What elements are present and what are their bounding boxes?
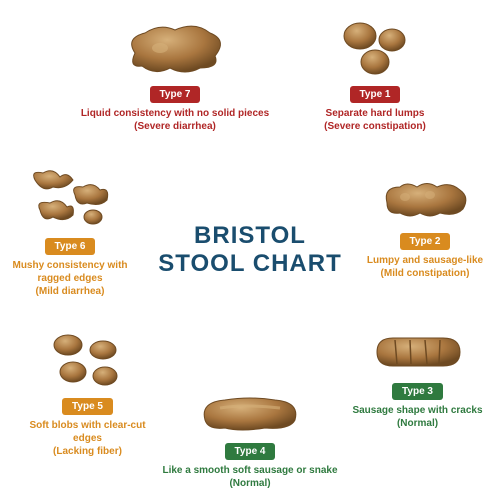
badge-type3: Type 3	[392, 383, 443, 400]
title-line2: STOOL CHART	[158, 250, 341, 278]
desc-type6: Mushy consistency with ragged edges (Mil…	[5, 259, 135, 298]
desc-type3: Sausage shape with cracks (Normal)	[345, 404, 490, 430]
desc-type7: Liquid consistency with no solid pieces …	[80, 107, 270, 133]
item-type6: Type 6 Mushy consistency with ragged edg…	[5, 165, 135, 298]
title-line1: BRISTOL	[158, 222, 341, 250]
badge-type1: Type 1	[350, 86, 401, 103]
desc-type1: Separate hard lumps (Severe constipation…	[300, 107, 450, 133]
item-type4: Type 4 Like a smooth soft sausage or sna…	[160, 390, 340, 490]
item-type2: Type 2 Lumpy and sausage-like (Mild cons…	[355, 175, 495, 280]
badge-type6: Type 6	[45, 238, 96, 255]
desc-type2: Lumpy and sausage-like (Mild constipatio…	[355, 254, 495, 280]
badge-type4: Type 4	[225, 443, 276, 460]
item-type1: Type 1 Separate hard lumps (Severe const…	[300, 18, 450, 133]
item-type7: Type 7 Liquid consistency with no solid …	[80, 18, 270, 133]
badge-type5: Type 5	[62, 398, 113, 415]
desc-type5: Soft blobs with clear-cut edges (Lacking…	[15, 419, 160, 458]
badge-type2: Type 2	[400, 233, 451, 250]
desc-type4: Like a smooth soft sausage or snake (Nor…	[160, 464, 340, 490]
item-type3: Type 3 Sausage shape with cracks (Normal…	[345, 330, 490, 430]
chart-title: BRISTOL STOOL CHART	[158, 222, 341, 278]
badge-type7: Type 7	[150, 86, 201, 103]
item-type5: Type 5 Soft blobs with clear-cut edges (…	[15, 330, 160, 458]
